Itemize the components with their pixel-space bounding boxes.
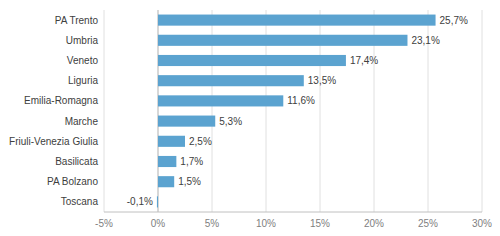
category-label: Friuli-Venezia Giulia <box>9 136 98 147</box>
data-label: 5,3% <box>219 116 242 127</box>
bar <box>158 35 407 46</box>
bar <box>158 15 436 26</box>
x-tick-label: 0% <box>151 218 166 229</box>
chart-container: Toscana PA Bolzano Basilicata Friuli-Venezi… <box>0 0 500 236</box>
bar <box>158 95 283 106</box>
category-label: PA Bolzano <box>47 176 98 187</box>
category-label: Umbria <box>66 35 99 46</box>
bar <box>158 136 185 147</box>
category-label: Basilicata <box>55 156 98 167</box>
background <box>0 0 500 236</box>
grid-line <box>104 10 105 212</box>
data-label: 11,6% <box>287 95 315 106</box>
data-label: 1,5% <box>178 176 201 187</box>
data-label: 25,7% <box>440 15 468 26</box>
bars <box>157 15 436 208</box>
x-tick-label: 20% <box>364 218 384 229</box>
x-tick-label: 25% <box>418 218 438 229</box>
data-label: 13,5% <box>308 75 336 86</box>
bar <box>158 75 304 86</box>
x-tick-label: 15% <box>310 218 330 229</box>
bar <box>158 156 176 167</box>
data-label: 17,4% <box>350 55 378 66</box>
bar <box>158 176 174 187</box>
data-label: -0,1% <box>127 196 153 207</box>
x-tick-label: -5% <box>95 218 113 229</box>
x-tick-label: 5% <box>205 218 220 229</box>
x-tick-label: 10% <box>256 218 276 229</box>
data-label: 23,1% <box>411 35 439 46</box>
bar <box>158 116 215 127</box>
category-label: Toscana <box>61 196 99 207</box>
grid <box>104 10 482 212</box>
grid-line <box>482 10 483 212</box>
category-label: Marche <box>65 116 99 127</box>
chart-svg: Toscana PA Bolzano Basilicata Friuli-Venezi… <box>0 0 500 236</box>
bar <box>157 196 158 207</box>
bar <box>158 55 346 66</box>
category-label: Liguria <box>68 75 98 86</box>
category-label: PA Trento <box>55 15 99 26</box>
x-axis-line <box>104 212 482 213</box>
x-tick-label: 30% <box>472 218 492 229</box>
category-label: Emilia-Romagna <box>24 95 98 106</box>
category-label: Veneto <box>67 55 99 66</box>
data-label: 1,7% <box>180 156 203 167</box>
data-label: 2,5% <box>189 136 212 147</box>
